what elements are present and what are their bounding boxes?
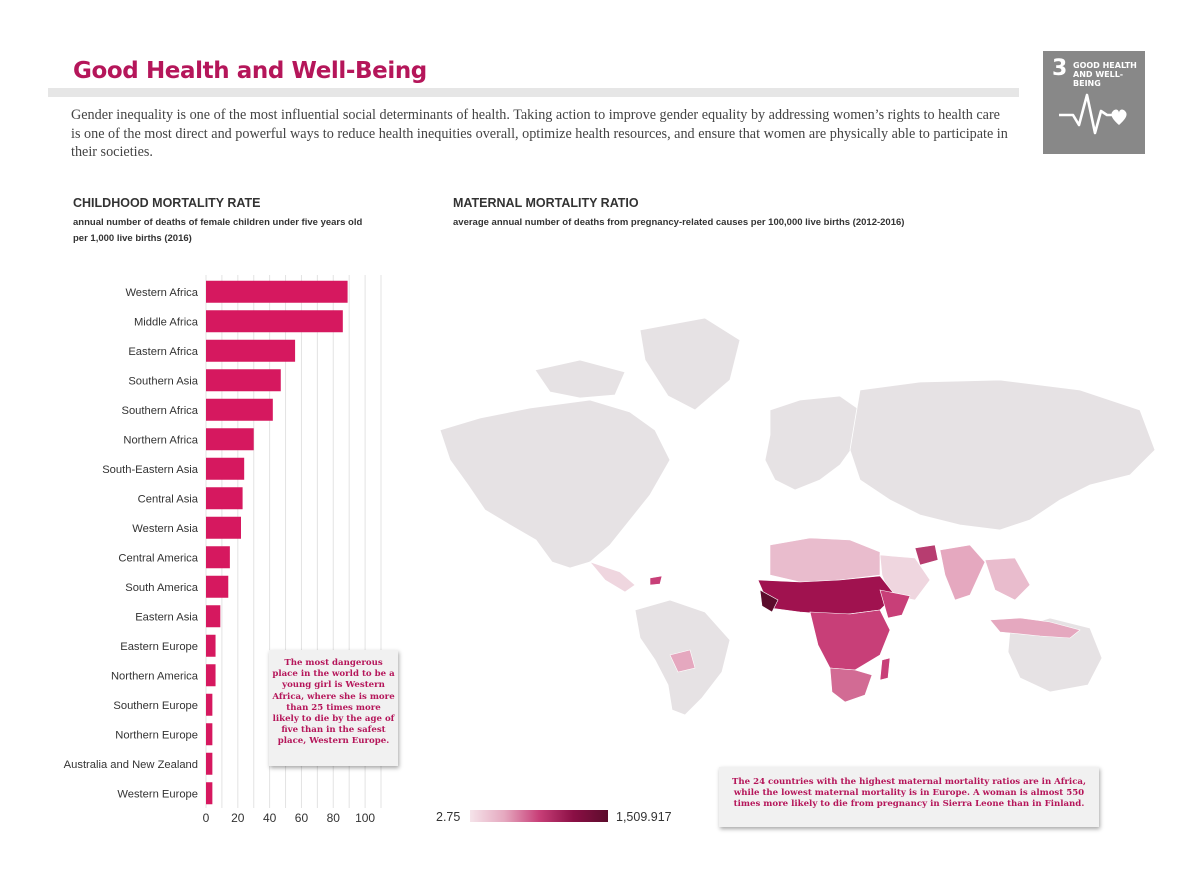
category-label: Eastern Asia <box>135 611 199 623</box>
category-label: Western Europe <box>117 788 198 800</box>
x-tick-label: 60 <box>295 811 309 825</box>
north-america-shape <box>440 399 671 569</box>
page-title: Good Health and Well-Being <box>73 58 427 84</box>
category-label: Eastern Africa <box>128 346 198 358</box>
bar <box>206 428 254 451</box>
europe-shape <box>764 395 861 491</box>
category-label: Southern Asia <box>128 375 198 387</box>
bar <box>206 546 230 569</box>
bar <box>206 752 213 775</box>
category-label: South America <box>125 582 199 594</box>
australia-shape <box>1007 617 1103 693</box>
category-label: South-Eastern Asia <box>102 464 199 476</box>
bar <box>206 782 213 805</box>
heartbeat-heart-icon <box>1059 93 1127 135</box>
category-label: Northern America <box>111 670 199 682</box>
x-tick-label: 100 <box>355 811 375 825</box>
x-tick-label: 80 <box>327 811 341 825</box>
sdg-label: GOOD HEALTH AND WELL-BEING <box>1073 61 1145 88</box>
legend-min: 2.75 <box>436 810 461 824</box>
category-label: Central America <box>118 552 198 564</box>
south-asia-shape <box>939 544 986 601</box>
southeast-asia-shape <box>984 557 1031 601</box>
maternal-subheading: average annual number of deaths from pre… <box>453 217 905 228</box>
category-label: Australia and New Zealand <box>64 759 198 771</box>
afghanistan-shape <box>914 544 939 566</box>
sdg-label-line2: AND WELL-BEING <box>1073 70 1124 88</box>
category-label: Western Asia <box>132 523 198 535</box>
bar <box>206 339 296 362</box>
title-divider <box>48 88 1019 97</box>
bar <box>206 605 221 628</box>
high-mortality-regions <box>589 537 1081 703</box>
north-africa-shape <box>769 537 881 583</box>
sdg-number: 3 <box>1052 56 1068 81</box>
bar <box>206 693 213 716</box>
bar <box>206 516 241 539</box>
intro-paragraph: Gender inequality is one of the most inf… <box>71 107 1008 161</box>
category-label: Eastern Europe <box>120 641 198 653</box>
bar <box>206 575 229 598</box>
bar <box>206 369 281 392</box>
canada-arctic-shape <box>534 359 626 399</box>
map-legend: 2.75 1,509.917 <box>436 808 696 828</box>
maternal-callout: The 24 countries with the highest matern… <box>719 767 1099 827</box>
childhood-subheading: annual number of deaths of female childr… <box>73 217 363 244</box>
bar <box>206 398 273 421</box>
southern-africa-shape <box>829 667 873 703</box>
bar <box>206 280 348 303</box>
bar <box>206 723 213 746</box>
x-tick-label: 40 <box>263 811 277 825</box>
childhood-heading: CHILDHOOD MORTALITY RATE <box>73 196 261 210</box>
category-label: Middle Africa <box>134 316 199 328</box>
bar <box>206 634 216 657</box>
bar <box>206 310 343 333</box>
category-label: Northern Africa <box>123 434 198 446</box>
category-label: Southern Europe <box>113 700 198 712</box>
sdg-badge: 3 GOOD HEALTH AND WELL-BEING <box>1043 51 1145 154</box>
bar <box>206 457 245 480</box>
indonesia-shape <box>989 617 1081 639</box>
asia-shape <box>849 379 1156 531</box>
category-label: Central Asia <box>138 493 199 505</box>
haiti-shape <box>649 575 663 586</box>
x-tick-label: 20 <box>231 811 245 825</box>
greenland-shape <box>639 317 741 411</box>
arabia-shape <box>879 554 931 601</box>
legend-max: 1,509.917 <box>616 810 672 824</box>
childhood-callout: The most dangerous place in the world to… <box>269 650 398 766</box>
sahel-shape <box>757 575 896 616</box>
world-map <box>440 317 1156 716</box>
legend-color-ramp <box>470 810 608 822</box>
bar <box>206 664 216 687</box>
childhood-bar-chart: 0 20 40 60 80 100 Western Africa Middle Africa E… <box>64 275 382 825</box>
central-america-shape <box>589 561 636 593</box>
bolivia-shape <box>669 649 696 673</box>
category-label: Northern Europe <box>115 729 198 741</box>
x-tick-label: 0 <box>203 811 210 825</box>
west-africa-coast-shape <box>759 589 779 613</box>
maternal-heading: MATERNAL MORTALITY RATIO <box>453 196 639 210</box>
bar <box>206 487 243 510</box>
central-africa-shape <box>809 609 891 671</box>
category-label: Southern Africa <box>122 405 199 417</box>
east-horn-shape <box>879 589 911 619</box>
category-label: Western Africa <box>125 287 198 299</box>
sdg-label-line1: GOOD HEALTH <box>1073 61 1137 70</box>
madagascar-shape <box>879 657 891 681</box>
